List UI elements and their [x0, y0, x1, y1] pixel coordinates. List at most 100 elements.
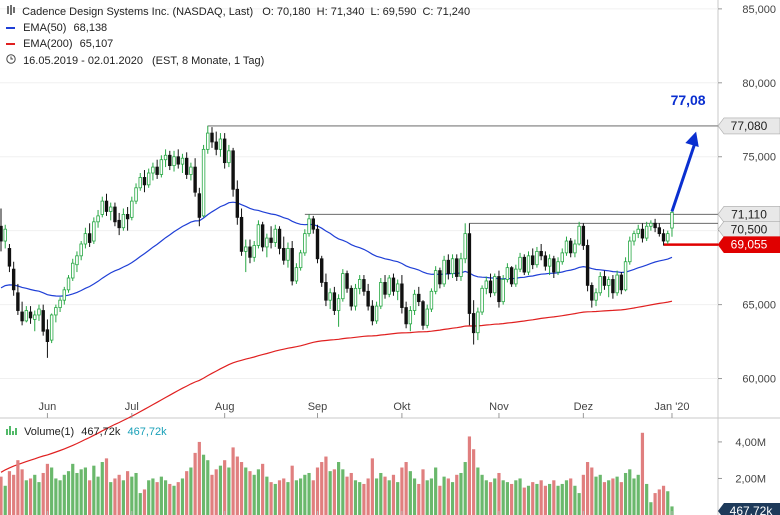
- candle-body: [526, 255, 531, 273]
- candle: [277, 226, 282, 255]
- candle-body: [201, 148, 206, 217]
- volume-bar: [645, 483, 649, 515]
- candle: [324, 273, 328, 307]
- candle-body: [168, 154, 172, 167]
- candle: [138, 173, 142, 191]
- volume-bar: [518, 478, 522, 515]
- candle-body: [92, 221, 96, 242]
- candle: [121, 208, 126, 231]
- volume-bar: [653, 493, 657, 515]
- candle-body: [172, 156, 176, 167]
- candle: [632, 230, 636, 246]
- price-tag: 77,080: [717, 117, 780, 135]
- candle-body: [37, 308, 41, 316]
- volume-bar: [277, 480, 282, 515]
- volume-bar: [282, 478, 286, 515]
- candle: [522, 254, 526, 276]
- volume-bar: [28, 478, 33, 515]
- candle: [286, 242, 290, 268]
- candle: [488, 273, 493, 298]
- candle-body: [210, 132, 214, 143]
- candle: [670, 210, 674, 237]
- volume-bar: [20, 469, 24, 515]
- volume-bar: [455, 474, 459, 515]
- candle: [497, 270, 501, 308]
- price-tag: 69,055: [717, 236, 780, 253]
- candle-body: [615, 274, 619, 294]
- candle-body: [480, 287, 484, 313]
- candle-body: [33, 314, 37, 320]
- candle-body: [24, 310, 29, 322]
- candle: [180, 153, 185, 174]
- candle-body: [379, 282, 383, 307]
- volume-tick-label: 2,00M: [735, 473, 766, 485]
- volume-bar: [581, 474, 585, 515]
- volume-bar: [88, 480, 92, 515]
- candle-body: [104, 200, 109, 212]
- candle-body: [222, 138, 227, 164]
- candle-body: [594, 292, 598, 301]
- candle-body: [176, 156, 180, 165]
- volume-bar: [244, 467, 248, 515]
- candle: [28, 306, 33, 324]
- candle: [404, 301, 408, 329]
- volume-bar: [472, 449, 476, 515]
- price-tag-box: [717, 205, 780, 223]
- candle: [197, 187, 202, 227]
- candle-body: [459, 258, 463, 277]
- candle-body: [231, 150, 235, 190]
- candle-body: [324, 282, 328, 301]
- candle-body: [611, 279, 615, 294]
- volume-bar: [421, 469, 425, 515]
- candle: [282, 236, 286, 265]
- volume-bar: [463, 462, 467, 515]
- candle-body: [560, 252, 564, 263]
- candle: [315, 224, 320, 264]
- candle-body: [248, 246, 252, 258]
- candle-body: [509, 267, 514, 285]
- candle-body: [277, 228, 282, 249]
- candle: [151, 162, 155, 181]
- candle-body: [657, 227, 662, 235]
- candle: [379, 278, 383, 310]
- candle-body: [623, 261, 628, 291]
- candle-body: [303, 233, 307, 254]
- volume-bar: [345, 476, 349, 515]
- candle-body: [666, 233, 670, 242]
- candle-body: [606, 279, 611, 286]
- target-arrow: 77,08: [670, 92, 706, 212]
- candle-body: [425, 308, 429, 326]
- candle-body: [412, 293, 417, 311]
- candle: [239, 208, 244, 256]
- candle: [543, 251, 548, 271]
- volume-icon: [6, 425, 18, 438]
- candle-body: [125, 214, 130, 220]
- price-tag-label: 77,080: [731, 119, 768, 133]
- volume-bar: [41, 472, 45, 515]
- volume-bar: [636, 474, 640, 515]
- candle-body: [244, 246, 248, 252]
- ema200-label: EMA(200): [23, 38, 73, 50]
- volume-bar: [113, 478, 117, 515]
- candle: [100, 196, 104, 218]
- candle-body: [370, 305, 375, 322]
- candle-body: [87, 233, 92, 243]
- ema50-line: [0, 201, 673, 297]
- candle-body: [328, 292, 332, 301]
- candle: [387, 275, 391, 298]
- volume-bar: [531, 482, 535, 515]
- volume-tag-box: [718, 503, 780, 515]
- candles: [0, 125, 674, 358]
- ema200-line: [0, 300, 673, 473]
- candle-body: [96, 215, 100, 223]
- volume-bar: [294, 480, 298, 515]
- volume-bar: [290, 465, 294, 515]
- volume-bar: [126, 471, 130, 515]
- x-tick-label: Jan '20: [654, 401, 689, 413]
- volume-bar: [590, 467, 594, 515]
- candle-body: [79, 243, 83, 257]
- candle: [412, 289, 417, 315]
- volume-bar: [619, 482, 623, 515]
- candle-body: [640, 228, 645, 239]
